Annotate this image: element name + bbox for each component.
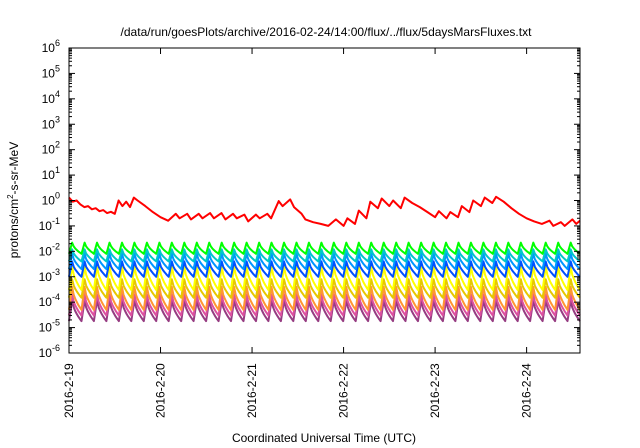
y-tick-label: 10-4 bbox=[39, 292, 60, 309]
y-tick-label: 103 bbox=[42, 114, 60, 131]
series-line bbox=[68, 278, 581, 299]
series-line bbox=[68, 248, 581, 263]
y-tick-label: 104 bbox=[42, 89, 60, 106]
y-tick-label: 10-5 bbox=[39, 318, 60, 335]
series-line bbox=[68, 299, 581, 323]
y-tick-label: 10-1 bbox=[39, 216, 60, 233]
series-line bbox=[68, 252, 581, 271]
x-tick-label: 2016-2-24 bbox=[520, 363, 534, 418]
y-tick-label: 102 bbox=[42, 140, 60, 157]
y-tick-label: 106 bbox=[42, 38, 60, 55]
chart-title: /data/run/goesPlots/archive/2016-02-24/1… bbox=[121, 25, 533, 39]
x-tick-label: 2016-2-20 bbox=[154, 363, 168, 418]
series-line bbox=[68, 285, 581, 311]
y-tick-label: 105 bbox=[42, 63, 60, 80]
series-line bbox=[68, 265, 581, 291]
y-tick-label: 100 bbox=[42, 191, 60, 208]
x-tick-label: 2016-2-21 bbox=[245, 363, 259, 418]
x-tick-label: 2016-2-19 bbox=[62, 363, 76, 418]
y-tick-label: 10-6 bbox=[39, 343, 60, 360]
series-line bbox=[68, 241, 581, 255]
series-line bbox=[68, 195, 581, 227]
y-tick-label: 101 bbox=[42, 165, 60, 182]
x-axis: 2016-2-19 2016-2-20 2016-2-21 2016-2-22 2016… bbox=[62, 48, 534, 418]
x-tick-label: 2016-2-23 bbox=[428, 363, 442, 418]
x-axis-label: Coordinated Universal Time (UTC) bbox=[232, 431, 416, 445]
y-axis-label: protons/cm2-s-sr-MeV bbox=[6, 142, 21, 258]
y-tick-label: 10-2 bbox=[39, 241, 60, 258]
series-layer bbox=[68, 195, 581, 323]
x-tick-label: 2016-2-22 bbox=[337, 363, 351, 418]
y-tick-label: 10-3 bbox=[39, 267, 60, 284]
series-line bbox=[68, 260, 581, 278]
series-line bbox=[68, 293, 581, 317]
